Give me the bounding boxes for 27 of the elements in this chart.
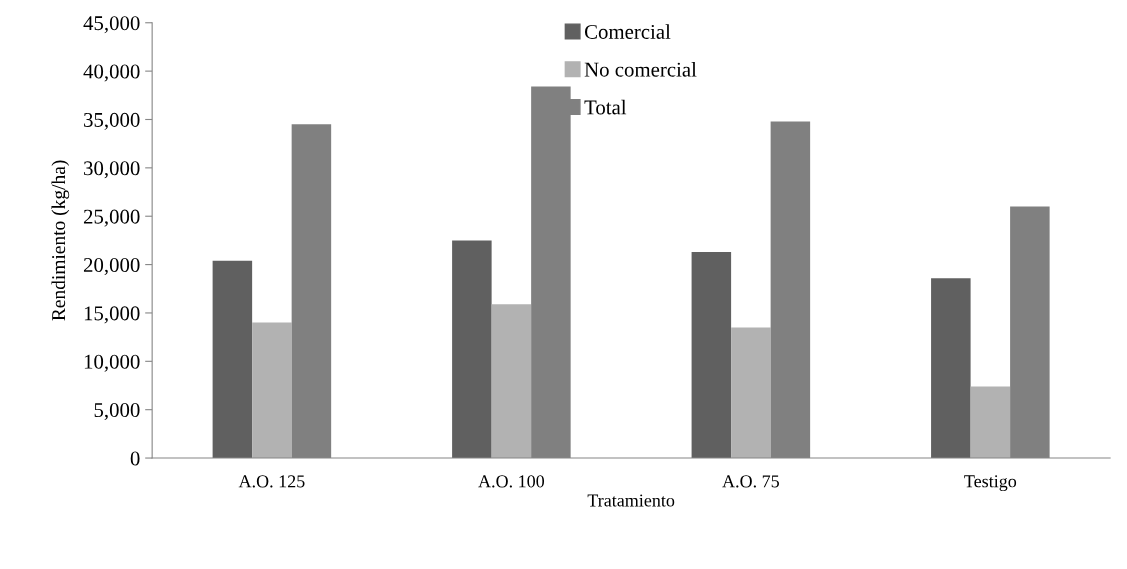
y-tick-label: 45,000 [83,16,140,34]
y-tick-label: 25,000 [83,209,140,227]
x-tick-label: Testigo [964,475,1017,492]
legend-label: Comercial [584,24,671,39]
legend-label: No comercial [584,62,697,77]
bar [212,260,253,459]
bar [691,252,732,459]
y-tick-label: 20,000 [83,257,140,276]
x-tick-label: A.O. 100 [478,475,545,488]
y-tick-label: 15,000 [84,306,140,324]
x-tick-label: A.O. 75 [722,475,779,488]
bar [970,386,1011,459]
y-tick-label: 40,000 [83,64,140,82]
y-tick-label: 30,000 [84,161,140,179]
x-axis-title: Tratamiento [587,494,675,507]
bar [491,304,532,459]
x-tick-label: A.O. 125 [238,475,305,488]
y-tick-label: 5,000 [94,403,140,421]
bar [452,240,492,459]
y-tick-label: 0 [130,451,140,466]
y-tick-label: 35,000 [84,112,140,130]
legend-label: Total [584,99,627,115]
bar [252,322,292,459]
bar [931,278,971,459]
bar [731,327,771,459]
y-axis-title: Rendimiento (kg/ha) [51,160,70,321]
y-tick-label: 10,000 [84,354,140,372]
